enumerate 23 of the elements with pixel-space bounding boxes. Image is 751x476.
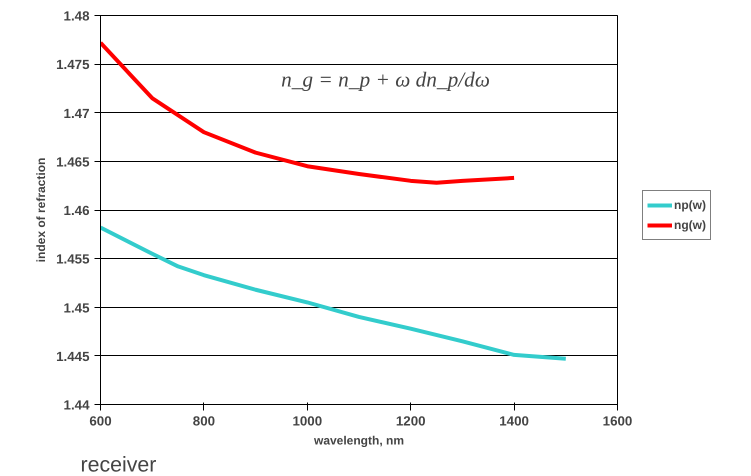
legend-label: np(w) — [674, 198, 706, 212]
y-tick-label: 1.48 — [64, 8, 90, 24]
y-tick-label: 1.46 — [64, 203, 90, 218]
y-tick-label: 1.44 — [64, 398, 90, 412]
y-tick-label: 1.45 — [64, 300, 90, 316]
y-tick-label: 1.445 — [56, 348, 90, 364]
x-axis-title: wavelength, nm — [312, 434, 404, 448]
y-tick-label: 1.475 — [56, 57, 90, 72]
y-axis-title: index of refraction — [34, 158, 48, 262]
x-tick-label: 1400 — [499, 414, 529, 428]
x-tick-label: 1200 — [396, 414, 426, 428]
text: receiver — [80, 452, 156, 476]
legend-label: ng(w) — [674, 218, 706, 232]
y-tick-label: 1.455 — [56, 252, 90, 267]
line-series — [100, 40, 516, 185]
y-tick-label: 1.465 — [56, 154, 90, 170]
x-tick-label: 800 — [192, 414, 216, 428]
annotation: n_g = n_p + ω dn_p/dω — [281, 68, 490, 92]
x-tick-label: 1600 — [602, 414, 632, 428]
line-series — [100, 226, 568, 361]
x-tick-label: 1000 — [292, 414, 322, 428]
y-tick-label: 1.47 — [64, 106, 90, 121]
x-tick-label: 600 — [89, 414, 112, 428]
